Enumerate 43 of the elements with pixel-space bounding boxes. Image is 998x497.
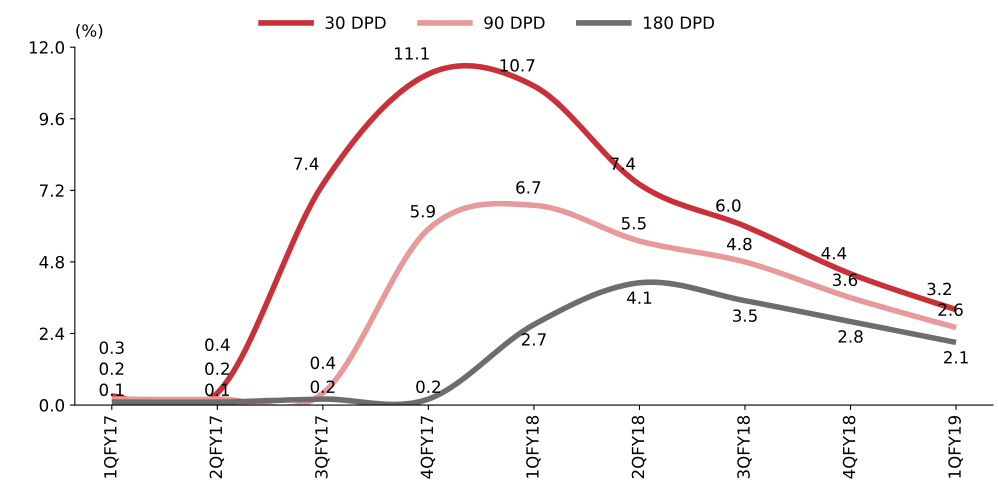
x-tick-label: 1QFY19 <box>948 416 963 478</box>
legend-label: 180 DPD <box>644 16 714 29</box>
data-label: 3.6 <box>833 274 858 286</box>
data-label: 2.8 <box>838 330 863 343</box>
y-tick-label: 7.2 <box>40 184 64 197</box>
data-label: 0.2 <box>310 380 334 394</box>
data-label: 0.4 <box>310 356 336 370</box>
data-label: 6.7 <box>516 181 540 194</box>
x-tick-label: 1QFY17 <box>104 416 119 478</box>
data-label: 11.1 <box>395 47 429 60</box>
x-tick-label: 3QFY17 <box>315 416 330 478</box>
y-tick-label: 9.6 <box>40 112 64 126</box>
y-tick-label: 12.0 <box>30 41 64 54</box>
x-tick-label: 3QFY18 <box>737 416 752 478</box>
data-label: 0.3 <box>100 341 124 354</box>
data-label: 7.4 <box>294 158 319 170</box>
x-tick-label: 4QFY18 <box>842 416 858 479</box>
data-label: 3.5 <box>733 309 757 322</box>
y-tick-label: 2.4 <box>40 327 64 340</box>
x-tick-label: 1QFY18 <box>526 416 541 478</box>
x-tick-label: 2QFY18 <box>632 416 646 478</box>
y-tick-label: 4.8 <box>39 256 64 268</box>
data-label: 5.9 <box>410 204 435 218</box>
x-tick-label: 4QFY17 <box>420 416 436 479</box>
data-label: 0.2 <box>100 362 124 376</box>
legend-label: 90 DPD <box>484 16 545 29</box>
data-label: 6.0 <box>716 199 740 212</box>
x-tick-label: 2QFY17 <box>210 416 224 478</box>
data-label: 4.8 <box>727 238 752 250</box>
y-tick-label: 0.0 <box>40 399 64 412</box>
data-label: 0.2 <box>416 380 440 394</box>
data-label: 4.4 <box>821 247 846 260</box>
data-label: 0.1 <box>100 383 124 396</box>
data-label: 3.2 <box>927 282 951 296</box>
data-label: 0.2 <box>205 362 229 376</box>
data-label: 10.7 <box>500 59 534 72</box>
data-label: 0.4 <box>205 338 230 352</box>
data-label: 2.1 <box>944 351 968 364</box>
data-label: 5.5 <box>622 217 646 230</box>
y-axis-title: (%) <box>76 24 102 39</box>
legend-label: 30 DPD <box>326 16 386 29</box>
data-label: 4.1 <box>627 292 652 304</box>
data-label: 2.7 <box>522 333 546 346</box>
